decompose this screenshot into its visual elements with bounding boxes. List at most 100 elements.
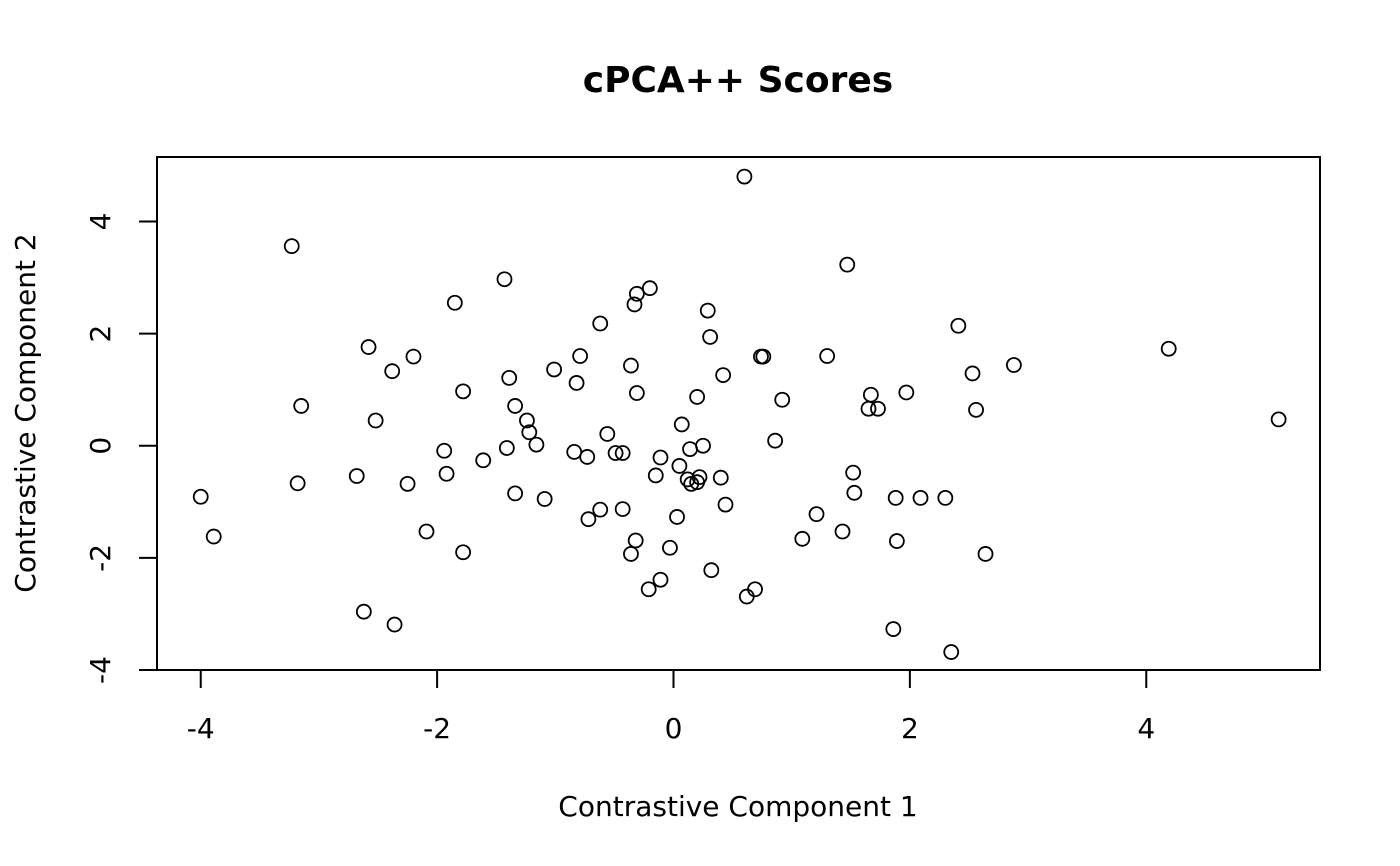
data-point [614,501,631,517]
data-point [647,467,664,484]
data-point [627,532,644,549]
data-point [964,365,981,382]
data-point [968,401,984,418]
x-tick-label: 0 [665,712,683,745]
data-point [367,412,384,429]
data-point [528,436,545,453]
data-point [937,489,954,506]
data-point [702,329,719,345]
data-point [977,546,994,562]
data-point [794,530,811,547]
data-point [455,383,472,400]
data-point [475,452,492,469]
data-point [912,489,929,506]
data-point [679,471,696,488]
data-point [579,449,596,465]
data-point [888,533,905,549]
data-point [738,588,755,605]
data-point [386,616,403,633]
data-points [192,168,1287,660]
data-point [455,544,472,561]
data-point [498,440,515,456]
data-point [501,369,518,386]
data-point [399,475,416,492]
data-point [568,375,585,391]
x-tick-label: 4 [1137,712,1155,745]
data-point [669,509,685,525]
data-point [860,400,877,417]
y-axis-label: Contrastive Component 2 [9,233,42,592]
data-point [662,539,678,556]
data-point [355,603,372,620]
data-point [673,416,690,433]
x-axis: -4 -2 0 2 4 [187,669,1155,745]
x-tick-label: -2 [423,712,451,745]
y-tick-label: 4 [84,213,117,231]
data-point [418,523,435,540]
data-point [446,294,463,311]
data-point [887,489,904,506]
data-point [283,238,300,255]
data-point [747,581,763,598]
data-point [519,412,535,429]
data-point [712,469,729,486]
y-axis: -4 -2 0 2 4 [84,213,158,684]
data-point [192,488,209,505]
data-point [580,511,597,528]
data-point [628,285,645,302]
plot-frame [156,156,1321,671]
data-point [599,426,616,442]
data-point [641,280,658,297]
data-point [566,444,583,460]
data-point [536,491,553,507]
data-point [703,562,720,579]
data-point [436,442,453,459]
data-point [767,432,784,449]
data-point [819,348,836,364]
data-point [623,546,639,562]
data-point [521,424,538,441]
data-point [360,339,377,355]
data-point [885,621,902,637]
data-point [715,367,732,383]
data-point [640,581,657,598]
data-point [774,391,791,408]
data-point [695,437,711,454]
data-point [808,506,825,523]
data-point [755,348,772,365]
data-point [623,357,639,374]
data-point [289,475,306,492]
data-point [614,445,631,461]
data-point [438,465,455,482]
data-point [898,384,915,401]
data-point [699,302,716,319]
chart-title: cPCA++ Scores [583,60,893,101]
data-point [626,296,643,313]
data-point [607,445,624,461]
data-point [572,348,589,364]
data-point [496,271,513,288]
data-point [405,348,422,365]
data-point [628,385,645,401]
data-point [348,468,365,484]
data-point [846,484,863,501]
data-point [1160,340,1177,357]
data-point [384,363,401,380]
data-point [683,475,700,492]
data-point [689,389,706,405]
data-point [839,256,856,273]
y-tick-label: -2 [84,544,117,572]
data-point [717,496,734,513]
data-point [546,361,563,378]
data-point [205,528,222,545]
data-point [834,523,851,540]
data-point [652,571,669,588]
data-point [652,449,669,466]
data-point [1005,357,1022,373]
data-point [689,474,706,491]
data-point [1270,411,1287,428]
data-point [950,317,967,334]
data-point [592,501,609,518]
y-tick-label: -4 [84,656,117,684]
data-point [507,398,524,414]
